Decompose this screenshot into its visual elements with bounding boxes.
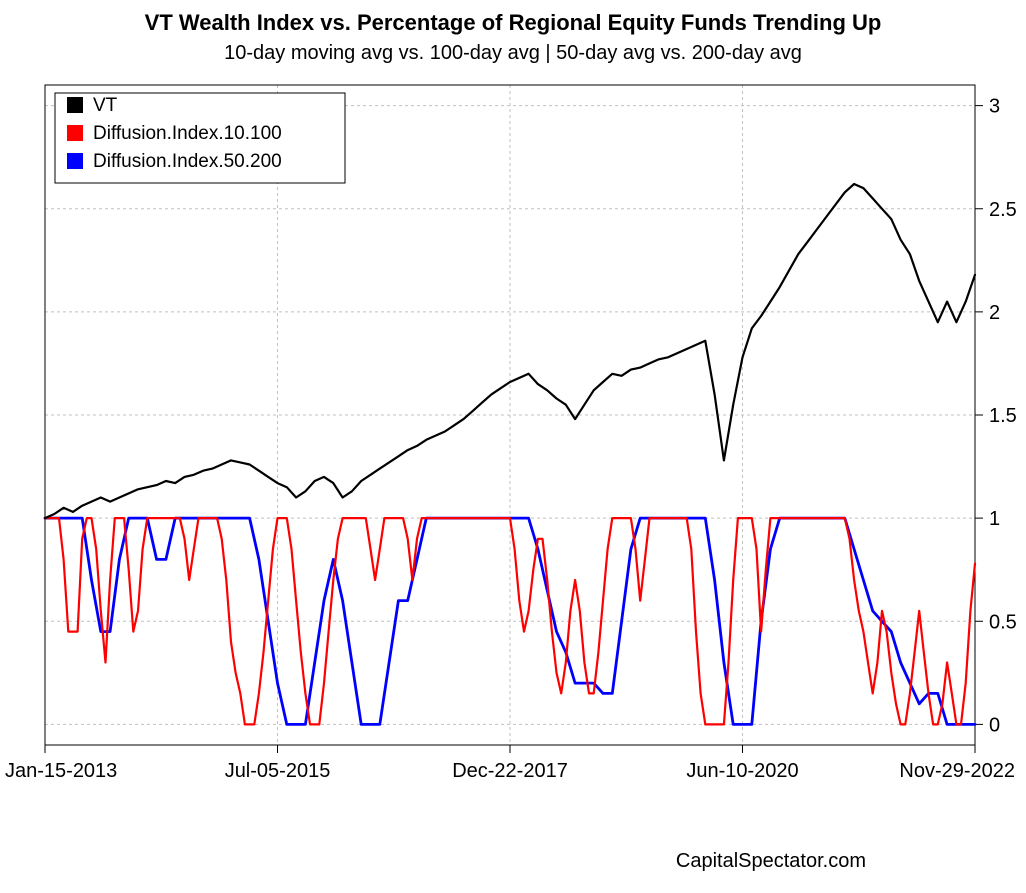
svg-text:1.5: 1.5: [989, 405, 1017, 427]
svg-text:2.5: 2.5: [989, 199, 1017, 221]
svg-text:Jan-15-2013: Jan-15-2013: [5, 760, 117, 782]
svg-text:Nov-29-2022: Nov-29-2022: [899, 760, 1015, 782]
svg-text:VT: VT: [93, 95, 118, 116]
svg-text:2: 2: [989, 302, 1000, 324]
svg-text:1: 1: [989, 508, 1000, 530]
svg-text:Diffusion.Index.10.100: Diffusion.Index.10.100: [93, 123, 282, 144]
svg-text:Dec-22-2017: Dec-22-2017: [452, 760, 568, 782]
svg-text:Jun-10-2020: Jun-10-2020: [686, 760, 798, 782]
svg-text:3: 3: [989, 96, 1000, 118]
chart-attribution: CapitalSpectator.com: [676, 850, 866, 873]
svg-text:0.5: 0.5: [989, 611, 1017, 633]
svg-text:Diffusion.Index.50.200: Diffusion.Index.50.200: [93, 151, 282, 172]
chart-plot: 0 0.5 1 1.5 2 2.5 3 Jan-15-2013 Jul-05-2015 Dec-2…: [0, 0, 1026, 820]
svg-text:Jul-05-2015: Jul-05-2015: [225, 760, 331, 782]
svg-text:0: 0: [989, 714, 1000, 736]
